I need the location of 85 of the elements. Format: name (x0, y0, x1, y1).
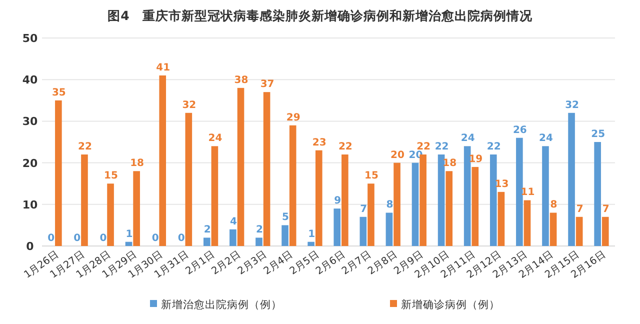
data-label: 24 (460, 133, 475, 144)
bar (368, 184, 374, 246)
bar (438, 154, 445, 246)
bar (125, 242, 132, 246)
bar (107, 184, 114, 246)
data-label: 0 (178, 233, 185, 244)
data-label: 8 (386, 200, 394, 211)
y-tick-label: 0 (26, 240, 34, 253)
bar (203, 238, 210, 246)
bar (516, 138, 523, 246)
data-label: 25 (591, 129, 606, 140)
data-label: 15 (104, 170, 118, 182)
data-label: 9 (334, 196, 342, 207)
data-label: 0 (100, 233, 107, 244)
bar (334, 208, 341, 246)
y-tick-label: 10 (22, 198, 38, 212)
data-label: 41 (156, 62, 170, 74)
y-tick-label: 50 (22, 32, 38, 45)
bar (446, 171, 453, 246)
data-label: 38 (234, 74, 248, 86)
bar (81, 154, 88, 246)
bar (542, 146, 549, 246)
bar (490, 154, 497, 246)
data-label: 0 (74, 233, 81, 244)
data-label: 22 (434, 141, 449, 152)
data-label: 2 (256, 224, 263, 236)
bar (550, 212, 557, 246)
bar (55, 100, 62, 246)
data-label: 26 (512, 124, 527, 136)
data-label: 20 (390, 150, 405, 161)
y-tick-label: 30 (22, 115, 38, 128)
data-label: 24 (208, 133, 222, 144)
legend-label: 新增治愈出院病例（例） (161, 298, 282, 311)
bar (342, 154, 348, 246)
data-label: 29 (286, 112, 300, 124)
data-label: 32 (182, 100, 196, 111)
bar (185, 112, 192, 246)
bar (472, 166, 479, 246)
data-label: 4 (230, 216, 237, 228)
y-tick-label: 40 (22, 74, 38, 87)
data-label: 24 (539, 133, 553, 144)
bar (602, 216, 609, 246)
data-label: 8 (550, 200, 558, 211)
data-label: 7 (576, 204, 584, 215)
data-label: 7 (602, 204, 610, 215)
data-label: 15 (364, 170, 378, 182)
bar (230, 229, 236, 246)
data-label: 7 (360, 204, 368, 215)
data-label: 1 (126, 228, 133, 240)
bar (594, 142, 601, 246)
bar (360, 216, 367, 246)
data-label: 1 (308, 228, 316, 240)
bar (315, 150, 322, 246)
bar (308, 242, 314, 246)
bar (237, 88, 244, 246)
data-label: 35 (52, 87, 66, 98)
bar (256, 238, 262, 246)
bar (464, 146, 471, 246)
y-tick-label: 20 (22, 156, 38, 170)
bar (386, 212, 393, 246)
bar (498, 192, 505, 246)
bar (159, 75, 166, 246)
bar (263, 92, 270, 246)
data-label: 5 (282, 212, 290, 224)
bar (576, 216, 583, 246)
chart-title: 图4 重庆市新型冠状病毒感染肺炎新增确诊病例和新增治愈出院病例情况 (108, 8, 534, 23)
legend-label: 新增确诊病例（例） (401, 298, 500, 311)
data-label: 18 (130, 158, 144, 170)
data-label: 32 (565, 100, 580, 111)
bar (568, 112, 575, 246)
data-label: 23 (312, 137, 326, 148)
bar (394, 162, 400, 246)
data-label: 2 (204, 224, 211, 236)
data-label: 22 (338, 141, 352, 152)
data-label: 22 (78, 141, 92, 152)
bar (211, 146, 218, 246)
bar (412, 162, 419, 246)
data-label: 37 (260, 79, 274, 90)
bar (133, 171, 140, 246)
bar (289, 125, 296, 246)
data-label: 0 (152, 233, 159, 244)
bar (282, 225, 288, 246)
bar (524, 200, 531, 246)
data-label: 0 (48, 233, 55, 244)
data-label: 22 (486, 141, 501, 152)
